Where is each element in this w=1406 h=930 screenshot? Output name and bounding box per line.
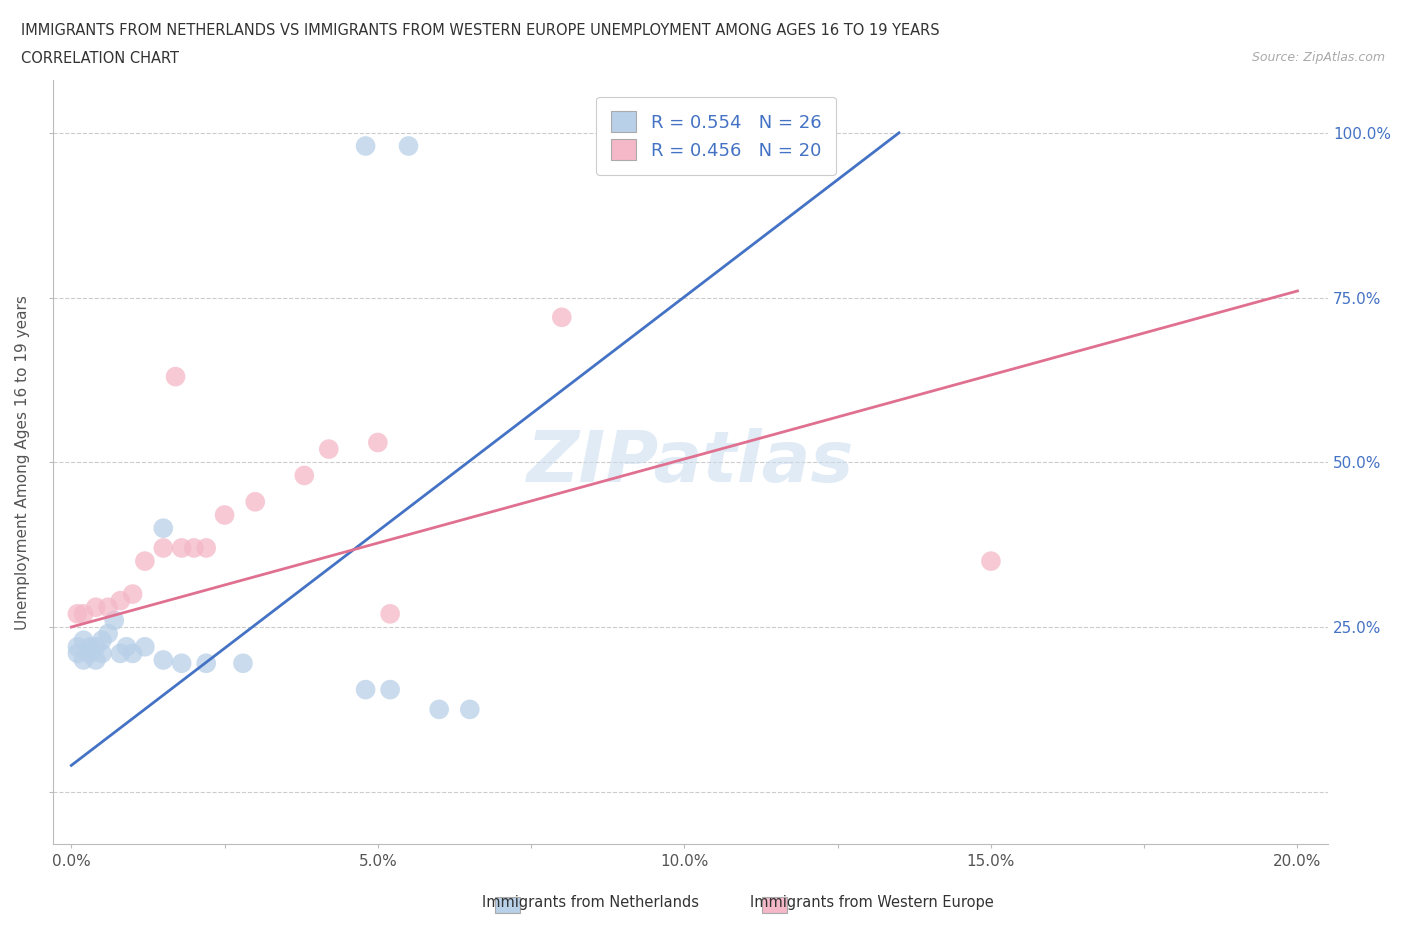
- Point: [84, 600, 107, 615]
- Point: [72, 606, 94, 621]
- Point: [121, 587, 143, 602]
- Point: [134, 553, 156, 568]
- Point: [84, 639, 107, 654]
- Text: Source: ZipAtlas.com: Source: ZipAtlas.com: [1251, 51, 1385, 64]
- Point: [214, 508, 236, 523]
- Y-axis label: Unemployment Among Ages 16 to 19 years: Unemployment Among Ages 16 to 19 years: [15, 295, 30, 630]
- Point: [458, 702, 481, 717]
- Point: [292, 468, 315, 483]
- Point: [427, 702, 450, 717]
- Point: [91, 632, 114, 647]
- Point: [354, 139, 377, 153]
- Point: [152, 540, 174, 555]
- Point: [170, 656, 193, 671]
- Point: [354, 683, 377, 698]
- Point: [110, 593, 132, 608]
- Point: [183, 540, 205, 555]
- Point: [367, 435, 389, 450]
- Point: [195, 540, 218, 555]
- Point: [245, 495, 267, 510]
- Point: [152, 653, 174, 668]
- Point: [232, 656, 254, 671]
- Point: [79, 646, 101, 661]
- Point: [318, 442, 340, 457]
- Point: [378, 606, 401, 621]
- Point: [110, 646, 132, 661]
- Point: [66, 606, 89, 621]
- Point: [170, 540, 193, 555]
- Text: Immigrants from Western Europe: Immigrants from Western Europe: [749, 895, 994, 910]
- Point: [551, 310, 574, 325]
- Point: [378, 683, 401, 698]
- Point: [103, 613, 125, 628]
- Text: ZIPatlas: ZIPatlas: [527, 428, 855, 497]
- Text: Immigrants from Netherlands: Immigrants from Netherlands: [482, 895, 699, 910]
- Point: [66, 646, 89, 661]
- Point: [72, 632, 94, 647]
- Text: CORRELATION CHART: CORRELATION CHART: [21, 51, 179, 66]
- Point: [195, 656, 218, 671]
- Point: [980, 553, 1002, 568]
- Point: [398, 139, 420, 153]
- Point: [165, 369, 187, 384]
- Point: [84, 653, 107, 668]
- Point: [97, 600, 120, 615]
- Point: [79, 639, 101, 654]
- Point: [115, 639, 138, 654]
- Point: [72, 653, 94, 668]
- Text: IMMIGRANTS FROM NETHERLANDS VS IMMIGRANTS FROM WESTERN EUROPE UNEMPLOYMENT AMONG: IMMIGRANTS FROM NETHERLANDS VS IMMIGRANT…: [21, 23, 939, 38]
- Point: [152, 521, 174, 536]
- Point: [91, 646, 114, 661]
- Point: [66, 639, 89, 654]
- Legend: R = 0.554   N = 26, R = 0.456   N = 20: R = 0.554 N = 26, R = 0.456 N = 20: [596, 97, 835, 175]
- Point: [121, 646, 143, 661]
- Point: [97, 626, 120, 641]
- Point: [134, 639, 156, 654]
